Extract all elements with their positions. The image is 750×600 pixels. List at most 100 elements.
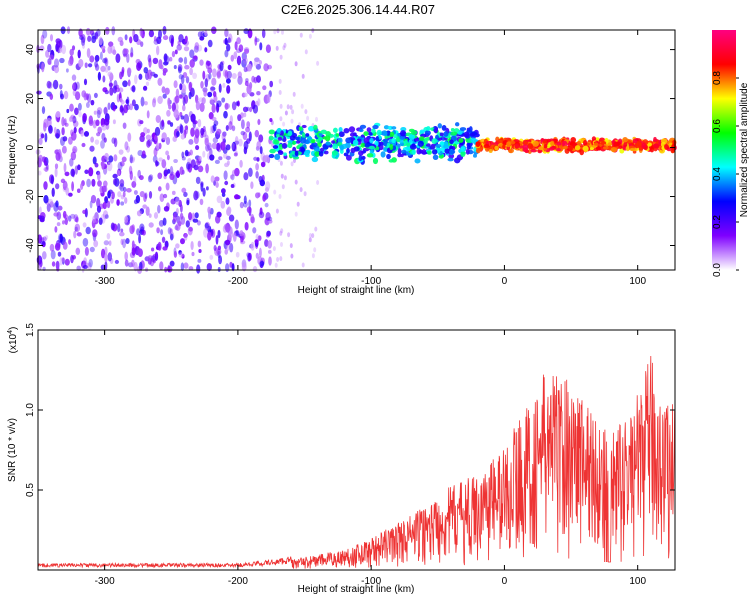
spectrogram-cell	[65, 186, 70, 196]
spectrogram-cell	[255, 233, 260, 241]
spectrogram-cell	[260, 161, 266, 168]
spectrogram-cell	[38, 154, 43, 163]
spectrogram-cell	[300, 103, 304, 109]
spectrogram-cell	[372, 124, 379, 130]
spectrogram-cell	[236, 37, 241, 45]
spectrogram-cell	[290, 161, 294, 167]
spectrogram-cell	[64, 258, 70, 266]
spectrogram-cell	[69, 103, 74, 112]
spectrogram-cell	[296, 201, 300, 207]
spectrogram-cell	[122, 122, 127, 129]
spectrogram-cell	[629, 147, 636, 152]
spectrogram-cell	[318, 151, 324, 157]
spectrogram-cell	[391, 126, 397, 130]
spectrogram-cell	[129, 170, 133, 181]
spectrogram-cell	[124, 141, 129, 151]
spectrogram-cell	[460, 146, 466, 152]
spectrogram-cell	[55, 200, 59, 208]
spectrogram-cell	[100, 65, 106, 73]
spectrogram-cell	[45, 235, 49, 240]
spectrogram-cell	[67, 59, 74, 67]
spectrogram-cell	[192, 118, 196, 129]
spectrogram-cell	[158, 157, 163, 162]
spectrogram-cell	[153, 147, 158, 157]
spectrogram-cell	[54, 167, 58, 178]
spectrogram-cell	[258, 134, 264, 143]
spectrogram-cell	[211, 103, 216, 114]
spectrogram-cell	[98, 36, 103, 46]
spectrogram-cell	[234, 136, 239, 146]
spectrogram-cell	[74, 107, 79, 116]
spectrogram-cell	[48, 125, 53, 134]
spectrogram-cell	[279, 160, 283, 166]
spectrogram-cell	[157, 77, 163, 86]
spectrogram-cell	[447, 157, 454, 162]
colorbar-tick-label: 0.0	[712, 263, 723, 277]
spectrogram-cell	[448, 149, 456, 155]
spectrogram-cell	[304, 109, 308, 115]
spectrogram-cell	[72, 82, 78, 91]
spectrogram-cell	[87, 63, 93, 68]
spectrogram-cell	[115, 53, 121, 64]
spectrogram-cell	[215, 234, 219, 245]
spectrogram-cell	[338, 126, 343, 133]
spectrogram-cell	[90, 194, 97, 204]
spectrogram-cell	[465, 148, 470, 155]
spectrogram-cell	[281, 184, 285, 190]
spectrogram-cell	[41, 62, 45, 73]
spectrogram-cell	[40, 240, 46, 246]
spectrogram-cell	[196, 220, 201, 226]
spectrogram-cell	[257, 235, 262, 241]
spectrogram-cell	[548, 147, 555, 151]
spectrogram-cell	[207, 91, 213, 98]
spectrogram-cell	[273, 139, 280, 145]
spectrogram-cell	[214, 176, 220, 182]
spectrogram-cell	[185, 125, 189, 135]
spectrogram-cell	[108, 82, 114, 87]
spectrogram-cell	[623, 141, 628, 148]
y-tick-label: 1.5	[25, 323, 36, 337]
spectrogram-cell	[129, 156, 136, 162]
spectrogram-cell	[167, 120, 171, 125]
spectrogram-cell	[502, 144, 506, 150]
spectrogram-cell	[441, 124, 447, 131]
spectrogram-cell	[203, 89, 208, 97]
spectrogram-cell	[173, 158, 178, 164]
spectrogram-cell	[110, 222, 115, 231]
spectrogram-cell	[258, 247, 262, 258]
spectrogram-cell	[104, 118, 110, 126]
spectrogram-cell	[212, 68, 217, 78]
spectrogram-cell	[183, 262, 189, 269]
spectrogram-cell	[224, 249, 228, 255]
spectrogram-cell	[77, 164, 81, 171]
spectrogram-cell	[238, 44, 244, 52]
spectrogram-cell	[311, 233, 315, 239]
spectrogram-cell	[124, 215, 129, 224]
spectrogram-cell	[249, 106, 253, 113]
spectrogram-cell	[101, 124, 107, 131]
spectrogram-cell	[181, 83, 187, 94]
spectrogram-cell	[255, 171, 259, 179]
spectrogram-cell	[162, 217, 167, 226]
spectrogram-cell	[47, 60, 52, 66]
spectrogram-cell	[231, 263, 235, 272]
spectrogram-cell	[296, 140, 301, 144]
spectrogram-cell	[294, 150, 299, 156]
spectrogram-cell	[508, 148, 514, 154]
spectrogram-cell	[221, 97, 226, 103]
spectrogram-cell	[76, 188, 81, 193]
spectrogram-cell	[62, 241, 68, 250]
spectrogram-cell	[51, 187, 55, 197]
spectrogram-cell	[92, 156, 97, 165]
spectrogram-cell	[55, 152, 61, 161]
spectrogram-frame	[37, 29, 676, 271]
spectrogram-cell	[450, 131, 458, 136]
spectrogram-cell	[199, 198, 204, 206]
spectrogram-cell	[301, 262, 305, 268]
spectrogram-cell	[227, 33, 233, 43]
spectrogram-cell	[556, 148, 561, 152]
spectrogram-cell	[189, 49, 195, 58]
spectrogram-cell	[225, 125, 229, 131]
spectrogram-cell	[253, 76, 258, 84]
spectrogram-cell	[419, 129, 425, 134]
